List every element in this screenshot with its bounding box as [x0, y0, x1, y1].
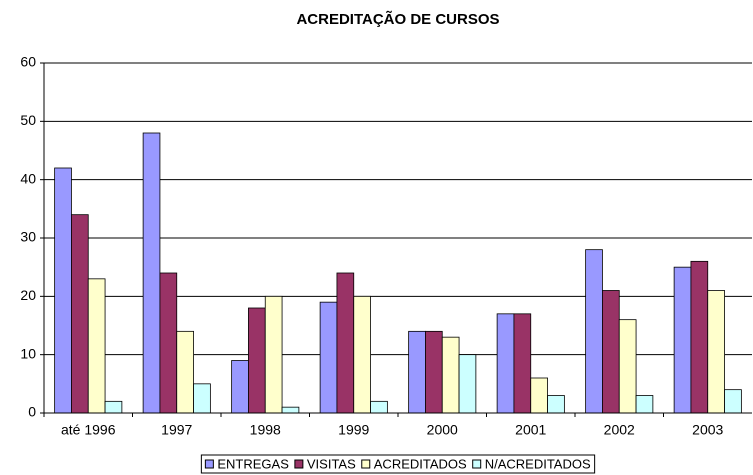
bar [408, 330, 426, 414]
bar [248, 307, 266, 414]
x-tick-label: 2003 [692, 422, 723, 438]
bar [602, 290, 620, 414]
legend-swatch [204, 459, 214, 469]
bar [281, 406, 300, 414]
bar [547, 395, 565, 414]
bar [673, 266, 692, 414]
x-tick-label: 2002 [604, 422, 635, 438]
y-tick-label: 10 [20, 345, 36, 361]
bar [54, 167, 72, 414]
legend-swatch [294, 459, 304, 469]
x-tick-label: 1998 [250, 422, 281, 438]
legend-swatch [472, 459, 482, 469]
x-tick-label: até 1996 [61, 422, 116, 438]
bar [71, 214, 89, 414]
legend-label: N/ACREDITADOS [485, 456, 591, 471]
y-tick-label: 40 [20, 170, 36, 186]
legend-swatch [361, 459, 371, 469]
x-tick-label: 1997 [161, 422, 192, 438]
bar [635, 395, 654, 414]
bar [425, 330, 443, 414]
bar [142, 132, 161, 414]
x-tick-label: 2001 [515, 422, 546, 438]
legend-label: ACREDITADOS [374, 456, 467, 471]
bar [176, 330, 194, 414]
y-tick-label: 30 [20, 229, 36, 245]
x-tick-label: 2000 [427, 422, 458, 438]
chart-title: ACREDITAÇÃO DE CURSOS [296, 10, 499, 28]
bar [264, 295, 283, 414]
bar [87, 278, 106, 414]
legend-label: ENTREGAS [217, 456, 289, 471]
x-tick-label: 1999 [338, 422, 369, 438]
bar [159, 272, 178, 414]
bar [336, 272, 355, 414]
bar [370, 400, 388, 414]
bar [496, 313, 515, 414]
bar [585, 249, 603, 414]
bar [319, 301, 338, 414]
bar [707, 290, 725, 414]
y-tick-label: 20 [20, 287, 36, 303]
y-tick-label: 0 [28, 404, 36, 420]
bar [458, 354, 477, 414]
bar [104, 400, 123, 414]
bar [353, 295, 371, 414]
bar [724, 389, 742, 414]
bar [231, 360, 249, 414]
bar [530, 377, 548, 414]
bar [193, 383, 211, 414]
bar [441, 336, 460, 414]
bar [690, 260, 709, 414]
y-tick-label: 60 [20, 54, 36, 70]
bar [513, 313, 532, 414]
bar [618, 319, 637, 414]
legend-label: VISITAS [307, 456, 356, 471]
y-tick-label: 50 [20, 112, 36, 128]
